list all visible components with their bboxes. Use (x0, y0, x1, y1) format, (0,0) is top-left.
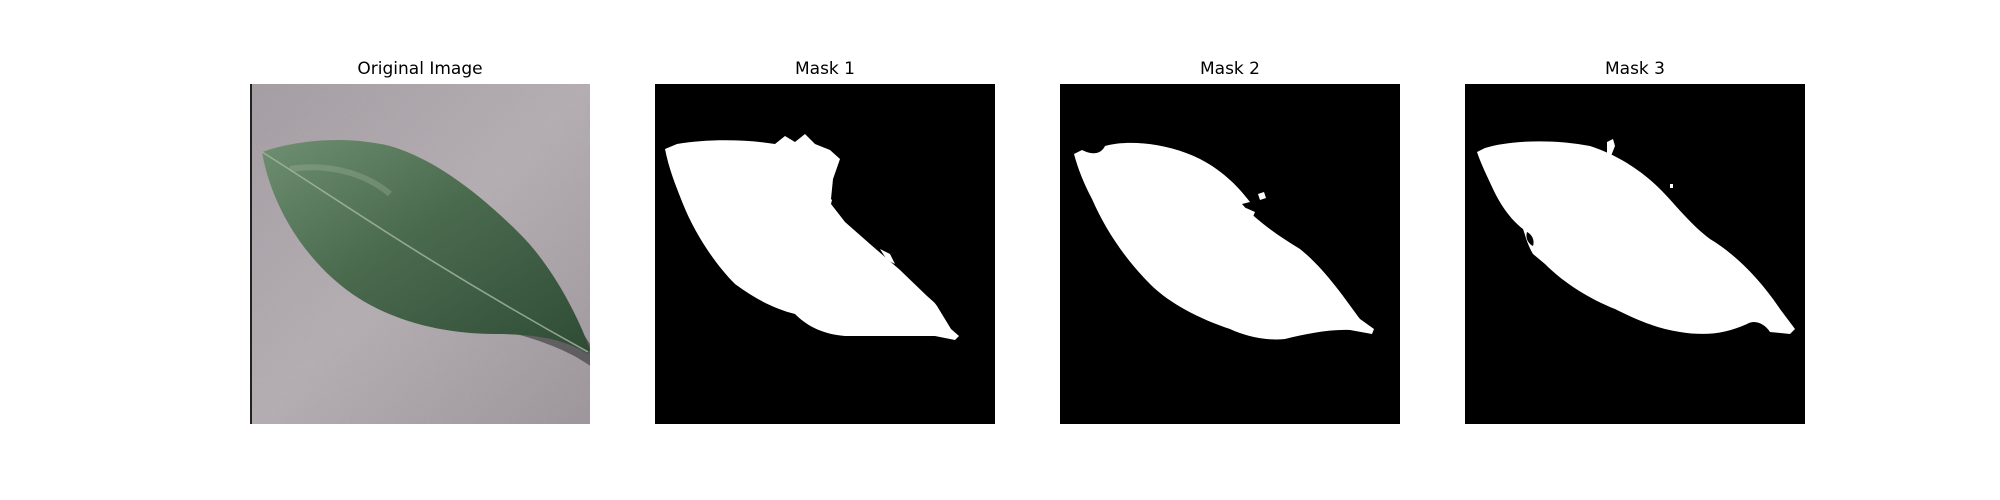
panel-title: Mask 3 (1604, 59, 1665, 79)
mask-foreground-region (665, 134, 959, 340)
original-leaf-photo (250, 84, 590, 424)
panel-mask-3: Mask 3 (1465, 0, 1805, 430)
panel-mask-1: Mask 1 (655, 0, 995, 430)
panel-title: Original Image (357, 59, 483, 79)
panel-title: Mask 2 (1199, 59, 1260, 79)
mask-1-image (655, 84, 995, 424)
panel-mask-2: Mask 2 (1060, 0, 1400, 430)
leaf-shape (262, 139, 590, 354)
mask-foreground-region (1074, 142, 1374, 340)
panel-title: Mask 1 (794, 59, 855, 79)
mask-3-image (1465, 84, 1805, 424)
mask-notch (1526, 232, 1534, 246)
mask-2-image (1060, 84, 1400, 424)
panel-original-image: Original Image (250, 0, 590, 430)
leaf-midrib (261, 151, 589, 353)
mask-foreground-region (1477, 141, 1795, 334)
